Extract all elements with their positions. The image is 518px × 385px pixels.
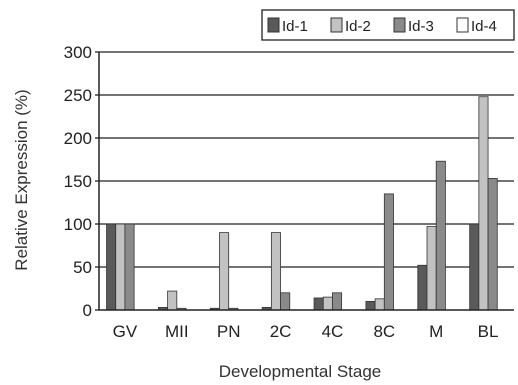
x-axis-title: Developmental Stage bbox=[219, 362, 382, 381]
x-tick-label: MII bbox=[165, 322, 189, 341]
bar-id-2-bl bbox=[478, 96, 489, 311]
y-axis-title: Relative Expression (%) bbox=[12, 89, 31, 270]
y-tick-label: 300 bbox=[64, 43, 92, 62]
legend-label-id-2: Id-2 bbox=[345, 18, 371, 35]
legend-box bbox=[261, 9, 515, 41]
legend: Id-1 Id-2 Id-3 Id-4 bbox=[261, 9, 515, 41]
bar-id-2-m bbox=[426, 226, 437, 311]
x-tick-labels: GV MII PN 2C 4C 8C M BL bbox=[113, 322, 499, 341]
bar-id-1-4c bbox=[313, 297, 324, 311]
legend-swatch-id-1 bbox=[267, 17, 280, 33]
y-tick-label: 250 bbox=[64, 86, 92, 105]
bar-id-3-bl bbox=[487, 178, 498, 311]
bars bbox=[106, 96, 498, 311]
x-tick-label: GV bbox=[113, 322, 138, 341]
bar-id-2-4c bbox=[322, 296, 333, 311]
bar-id-1-gv bbox=[106, 223, 117, 311]
x-tick-label: M bbox=[429, 322, 443, 341]
bar-id-1-m bbox=[417, 264, 428, 311]
bar-id-1-8c bbox=[365, 300, 376, 311]
y-tick-labels: 0 50 100 150 200 250 300 bbox=[64, 43, 92, 320]
x-tick-label: 4C bbox=[322, 322, 344, 341]
x-tick-label: 2C bbox=[270, 322, 292, 341]
legend-swatch-id-4 bbox=[456, 17, 469, 33]
bar-id-3-4c bbox=[332, 292, 343, 311]
bar-id-2-mii bbox=[167, 290, 178, 311]
legend-swatch-id-3 bbox=[393, 17, 406, 33]
legend-label-id-4: Id-4 bbox=[471, 18, 497, 35]
x-tick-label: BL bbox=[478, 322, 499, 341]
x-tick-label: 8C bbox=[373, 322, 395, 341]
y-tick-label: 0 bbox=[83, 301, 92, 320]
bar-id-3-2c bbox=[280, 292, 291, 311]
bar-id-2-8c bbox=[374, 298, 385, 311]
bar-id-2-pn bbox=[219, 232, 230, 311]
bar-id-3-m bbox=[435, 160, 446, 311]
y-tick-label: 150 bbox=[64, 172, 92, 191]
x-tick-label: PN bbox=[217, 322, 241, 341]
bar-id-3-8c bbox=[383, 193, 394, 311]
legend-label-id-3: Id-3 bbox=[408, 18, 434, 35]
y-tick-label: 50 bbox=[73, 258, 92, 277]
axes bbox=[95, 51, 514, 311]
y-tick-label: 200 bbox=[64, 129, 92, 148]
legend-swatch-id-2 bbox=[330, 17, 343, 33]
bar-id-3-gv bbox=[124, 223, 135, 311]
y-tick-label: 100 bbox=[64, 215, 92, 234]
legend-label-id-1: Id-1 bbox=[282, 18, 308, 35]
bar-id-2-gv bbox=[115, 223, 126, 311]
bar-id-1-bl bbox=[469, 223, 480, 311]
grid-lines bbox=[99, 51, 514, 268]
bar-id-2-2c bbox=[270, 232, 281, 311]
